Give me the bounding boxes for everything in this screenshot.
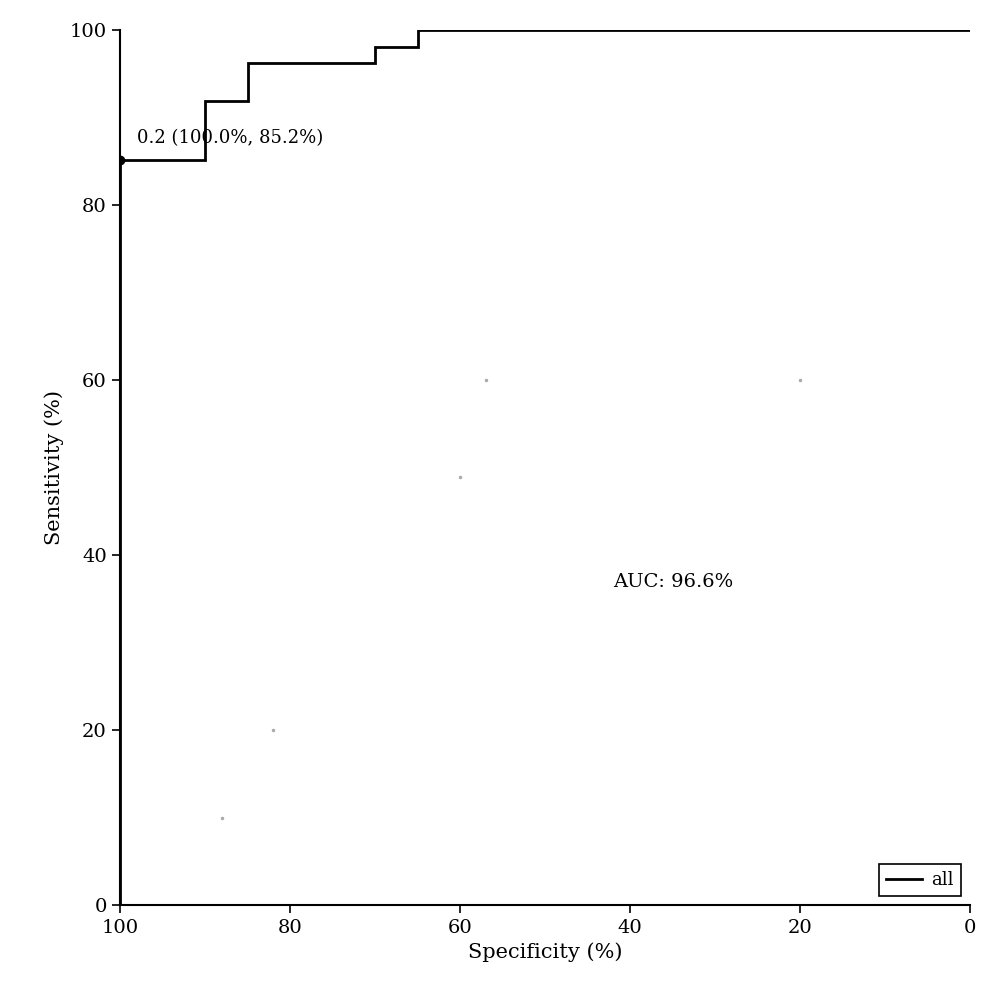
X-axis label: Specificity (%): Specificity (%) [468,943,622,962]
Text: AUC: 96.6%: AUC: 96.6% [613,572,733,591]
Y-axis label: Sensitivity (%): Sensitivity (%) [44,390,64,545]
Text: 0.2 (100.0%, 85.2%): 0.2 (100.0%, 85.2%) [137,129,323,147]
Legend: all: all [879,864,961,896]
